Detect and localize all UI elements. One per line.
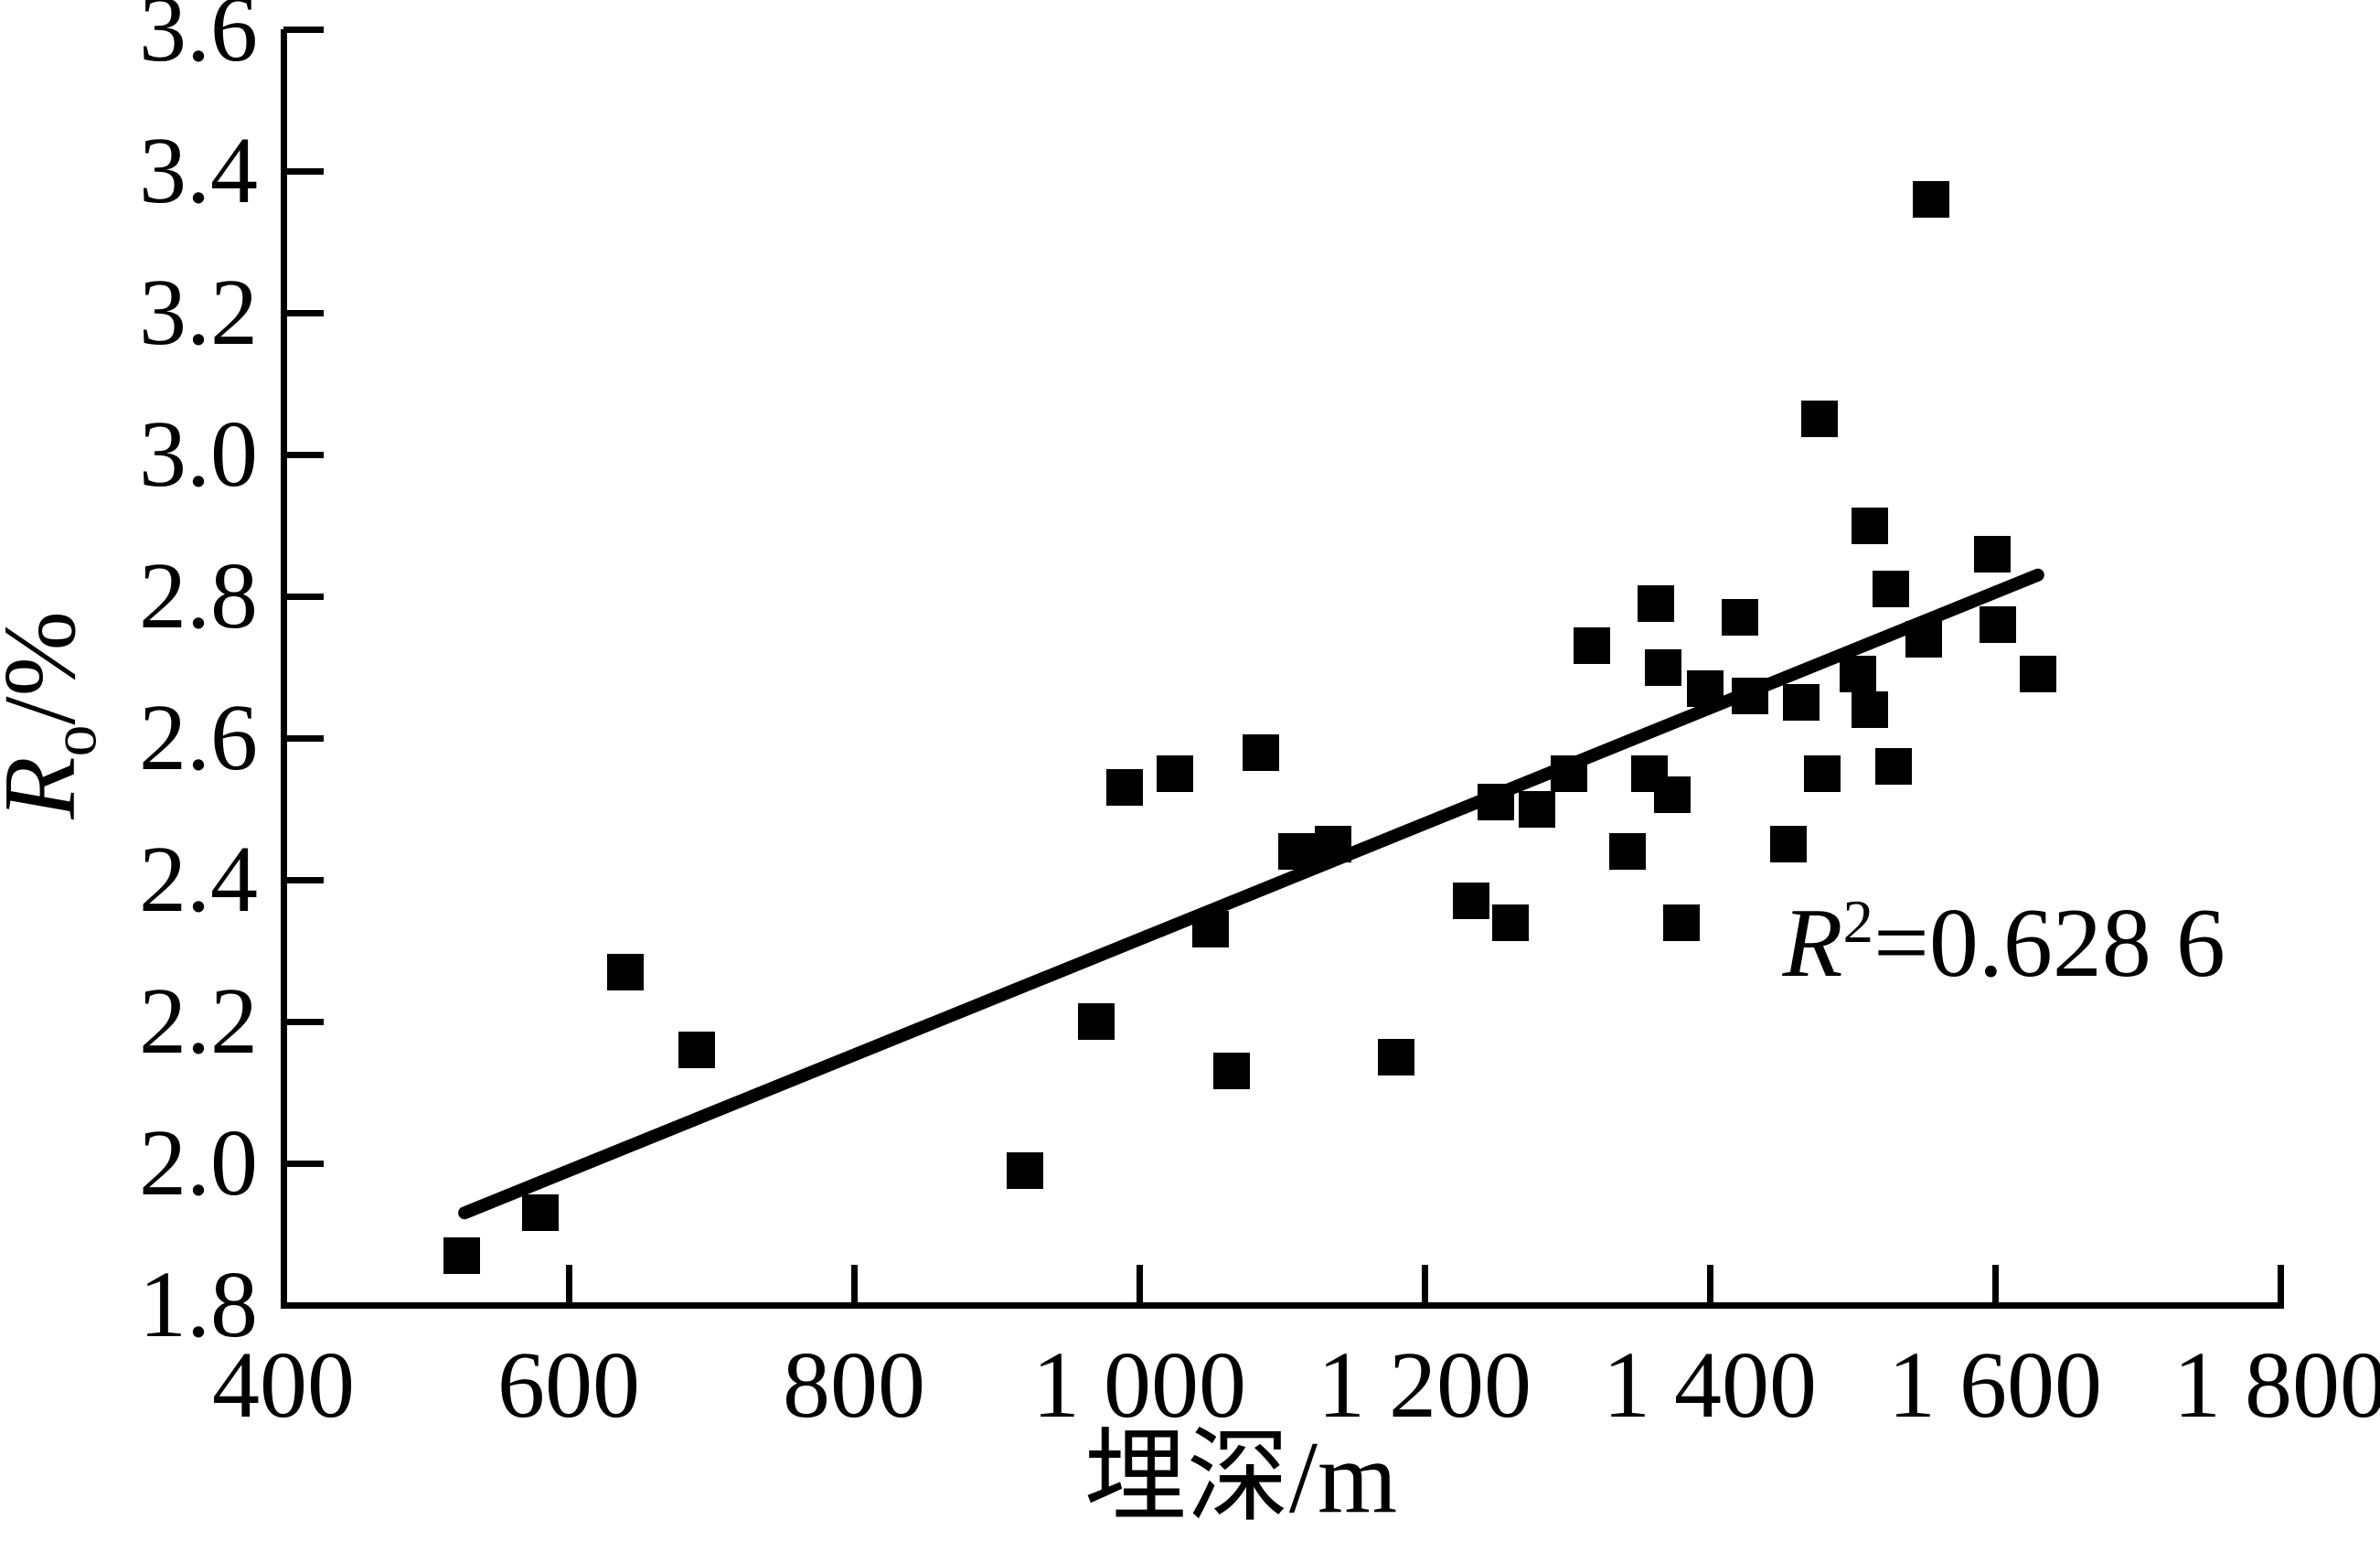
data-point: [1377, 1038, 1414, 1075]
data-point: [1007, 1151, 1044, 1189]
y-tick: [283, 451, 324, 458]
data-point: [1840, 656, 1877, 693]
data-point: [1731, 677, 1768, 714]
data-point: [1644, 648, 1681, 686]
data-point: [1519, 790, 1556, 828]
y-tick-label: 2.6: [139, 685, 258, 790]
data-point: [1608, 833, 1646, 870]
data-point: [1550, 754, 1587, 792]
y-tick-label: 3.6: [139, 0, 258, 81]
data-point: [1721, 599, 1758, 637]
data-point: [1851, 691, 1888, 728]
data-point: [678, 1032, 716, 1068]
data-point: [1912, 181, 1949, 218]
data-point: [1875, 748, 1913, 785]
data-point: [521, 1194, 559, 1232]
data-point: [1873, 571, 1910, 608]
data-point: [1769, 826, 1807, 863]
x-tick: [850, 1265, 858, 1305]
x-tick-label: 1 400: [1603, 1332, 1817, 1438]
data-point: [1277, 833, 1315, 870]
x-tick: [565, 1265, 572, 1305]
y-axis-symbol: R: [0, 756, 97, 819]
x-tick-label: 1 600: [1888, 1332, 2102, 1438]
y-axis-suffix: /%: [0, 611, 97, 725]
y-axis-subscript: o: [39, 724, 111, 757]
y-tick-label: 1.8: [139, 1252, 258, 1357]
x-tick: [2277, 1265, 2284, 1305]
x-tick: [280, 1265, 287, 1305]
data-point: [1573, 627, 1610, 665]
data-point: [1106, 769, 1144, 807]
x-tick-label: 1 000: [1032, 1332, 1246, 1438]
x-tick: [1421, 1265, 1428, 1305]
data-point: [1078, 1003, 1115, 1040]
data-point: [1801, 401, 1839, 438]
y-tick: [283, 1301, 324, 1309]
x-tick-label: 600: [497, 1332, 640, 1438]
data-point: [1980, 606, 2017, 643]
y-axis-line: [280, 29, 287, 1309]
y-tick-label: 3.0: [139, 401, 258, 507]
data-point: [1242, 733, 1279, 771]
x-tick: [1136, 1265, 1143, 1305]
data-point: [1157, 754, 1193, 792]
data-point: [1478, 783, 1514, 820]
data-point: [1491, 904, 1529, 941]
r-squared-annotation: R2=0.628 6: [1783, 891, 2225, 993]
annotation-value: =0.628 6: [1873, 888, 2225, 998]
data-point: [1213, 1053, 1251, 1090]
y-tick: [283, 1160, 324, 1167]
y-tick: [283, 309, 324, 316]
data-point: [1851, 507, 1888, 544]
x-tick-label: 400: [212, 1332, 355, 1438]
data-point: [1453, 883, 1490, 920]
y-tick-label: 2.8: [139, 543, 258, 648]
data-point: [1687, 669, 1724, 707]
data-point: [2019, 656, 2056, 693]
y-tick: [283, 593, 324, 600]
x-tick: [1706, 1265, 1713, 1305]
y-axis-title: Ro/%: [0, 459, 110, 971]
y-tick-label: 3.2: [139, 260, 258, 365]
y-tick-label: 2.2: [139, 968, 258, 1074]
data-point: [1905, 620, 1942, 658]
x-axis-line: [280, 1301, 2284, 1309]
trend-line: [458, 568, 2044, 1220]
y-tick-label: 2.0: [139, 1110, 258, 1215]
data-point: [443, 1236, 480, 1274]
y-tick: [283, 26, 324, 33]
annotation-exponent: 2: [1842, 887, 1874, 956]
data-point: [607, 953, 645, 990]
data-point: [1973, 535, 2011, 573]
y-tick: [283, 734, 324, 742]
data-point: [1782, 684, 1820, 722]
y-tick: [283, 167, 324, 175]
x-axis-title: 埋深/m: [1083, 1421, 1398, 1535]
y-tick: [283, 876, 324, 883]
x-tick-label: 1 800: [2173, 1332, 2380, 1438]
y-tick: [283, 1018, 324, 1025]
x-tick-label: 1 200: [1318, 1332, 1532, 1438]
x-tick-label: 800: [783, 1332, 925, 1438]
annotation-symbol: R: [1782, 888, 1843, 998]
data-point: [1662, 904, 1700, 941]
data-point: [1654, 776, 1692, 813]
data-point: [1637, 584, 1674, 622]
y-tick-label: 2.4: [139, 827, 258, 932]
data-point: [1804, 754, 1841, 792]
x-tick: [1991, 1265, 1999, 1305]
data-point: [1315, 826, 1352, 863]
y-tick-label: 3.4: [139, 118, 258, 223]
data-point: [1192, 911, 1229, 948]
